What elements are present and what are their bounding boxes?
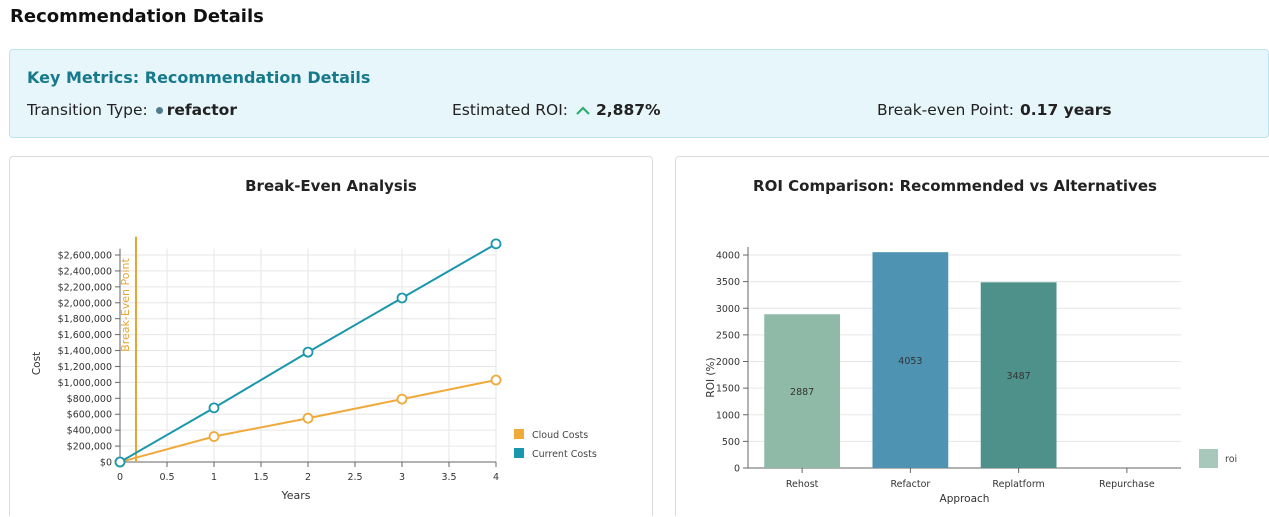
transition-type-value: refactor (166, 101, 237, 119)
y-tick-label: $400,000 (67, 426, 112, 437)
break-even-chart: $0 $200,000 $400,000 $600,000 $800,000 $1,000… (31, 236, 597, 502)
break-even-metric: Break-even Point: 0.17 years (877, 101, 1112, 119)
data-point-current-costs (396, 292, 408, 304)
x-tick-label: Refactor (890, 479, 930, 490)
x-tick-label: 0 (117, 472, 123, 483)
y-tick-label: $2,200,000 (58, 282, 112, 293)
legend-label-current-costs: Current Costs (532, 449, 597, 460)
break-even-label: Break-even Point: (877, 101, 1014, 119)
estimated-roi-value: 2,887% (596, 101, 661, 119)
y-tick-label: $2,400,000 (58, 266, 112, 277)
x-tick-label: Repurchase (1099, 479, 1155, 490)
data-point-cloud-costs (302, 412, 314, 424)
x-tick-label: Rehost (786, 479, 819, 490)
bar-refactor (872, 252, 949, 468)
x-tick-label: 1.5 (253, 472, 268, 483)
bar-value-label: 4053 (898, 356, 922, 367)
x-tick-label: 1 (211, 472, 217, 483)
transition-type-metric: Transition Type: refactor (27, 101, 237, 119)
legend-swatch-current-costs (514, 448, 524, 458)
page-title: Recommendation Details (10, 6, 264, 27)
transition-type-label: Transition Type: (27, 101, 148, 119)
y-tick-label: $600,000 (67, 410, 112, 421)
y-tick-label: 0 (734, 464, 740, 475)
y-tick-label: 3000 (716, 304, 740, 315)
y-tick-label: 4000 (716, 251, 740, 262)
x-tick-label: 3 (399, 472, 405, 483)
bullet-dot-icon (155, 106, 163, 114)
key-metrics-panel: Key Metrics: Recommendation Details Tran… (9, 49, 1269, 138)
y-tick-label: $200,000 (67, 442, 112, 453)
roi-comparison-chart: 0 500 1000 1500 2000 2500 3000 3500 4000 2887 Reho… (705, 247, 1237, 505)
roi-comparison-title: ROI Comparison: Recommended vs Alternati… (753, 177, 1157, 195)
data-point-current-costs (114, 456, 126, 468)
y-tick-label: $2,000,000 (58, 298, 112, 309)
break-even-chart-title: Break-Even Analysis (245, 177, 417, 195)
break-even-chart-panel: Break-Even Analysis $0 $200,000 $400,000 $6… (9, 156, 653, 516)
y-tick-label: $1,000,000 (58, 378, 112, 389)
data-point-current-costs (490, 238, 502, 250)
y-tick-label: 1000 (716, 410, 740, 421)
break-even-label: Break-Even Point (119, 257, 132, 351)
legend-label-cloud-costs: Cloud Costs (532, 430, 588, 441)
legend-swatch-cloud-costs (514, 429, 524, 439)
roi-comparison-panel: ROI Comparison: Recommended vs Alternati… (675, 156, 1269, 516)
y-tick-label: $1,200,000 (58, 362, 112, 373)
y-tick-label: $2,600,000 (58, 251, 112, 262)
y-tick-label: $1,800,000 (58, 314, 112, 325)
estimated-roi-metric: Estimated ROI: 2,887% (452, 101, 661, 119)
data-point-cloud-costs (208, 431, 220, 442)
y-tick-label: $1,400,000 (58, 346, 112, 357)
y-tick-label: 1500 (716, 384, 740, 395)
estimated-roi-label: Estimated ROI: (452, 101, 568, 119)
y-axis-label: ROI (%) (705, 357, 717, 397)
data-point-current-costs (208, 402, 220, 414)
break-even-value: 0.17 years (1019, 101, 1112, 119)
bar-value-label: 2887 (790, 387, 814, 398)
y-tick-label: $1,600,000 (58, 330, 112, 341)
arrow-up-icon (576, 101, 590, 119)
y-tick-label: $0 (100, 458, 112, 469)
x-tick-label: 2 (305, 472, 311, 483)
bar-value-label: 3487 (1007, 371, 1031, 382)
y-tick-label: $800,000 (67, 394, 112, 405)
bar-replatform (980, 282, 1057, 468)
key-metrics-title: Key Metrics: Recommendation Details (27, 68, 371, 87)
x-tick-label: Replatform (992, 479, 1044, 490)
legend-swatch-roi (1199, 449, 1218, 468)
legend-label-roi: roi (1225, 454, 1237, 465)
y-tick-label: 3500 (716, 277, 740, 288)
data-point-current-costs (302, 346, 314, 358)
y-axis-label: Cost (31, 352, 43, 375)
x-axis-label: Approach (940, 493, 990, 505)
x-tick-label: 3.5 (441, 472, 456, 483)
bar-rehost (764, 314, 841, 468)
x-tick-label: 0.5 (159, 472, 174, 483)
x-axis-label: Years (280, 489, 310, 502)
data-point-cloud-costs (490, 374, 502, 386)
x-tick-label: 4 (493, 472, 499, 483)
x-tick-label: 2.5 (347, 472, 362, 483)
y-tick-label: 500 (722, 437, 740, 448)
data-point-cloud-costs (396, 393, 408, 405)
y-tick-label: 2500 (716, 330, 740, 341)
y-tick-label: 2000 (716, 357, 740, 368)
